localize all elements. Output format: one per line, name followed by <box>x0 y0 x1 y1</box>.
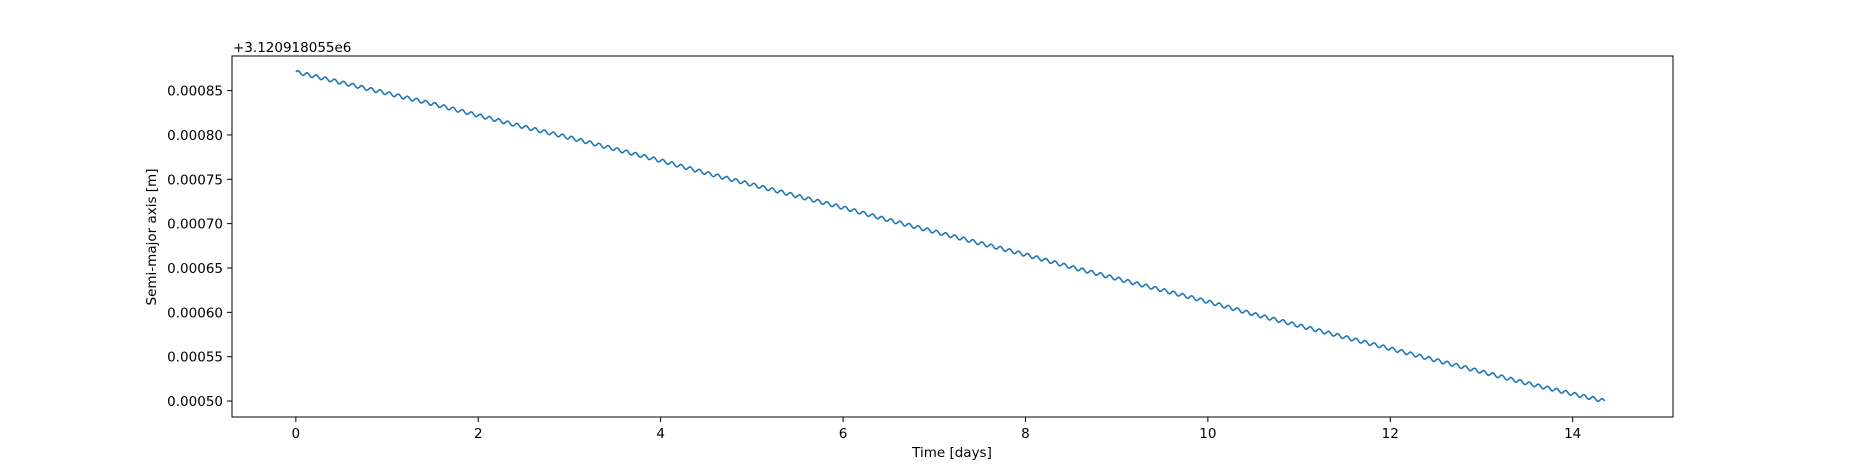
axes-frame <box>231 55 1674 418</box>
y-offset-label: +3.120918055e6 <box>233 40 351 56</box>
y-axis-ticks: 0.00050 0.00055 0.00060 0.00065 0.00070 0.000… <box>167 84 232 410</box>
x-tick-label: 4 <box>656 426 665 442</box>
x-tick-label: 8 <box>1021 426 1030 442</box>
plot-area <box>231 55 1674 418</box>
y-tick-label: 0.00075 <box>167 172 223 188</box>
x-tick-label: 0 <box>292 426 301 442</box>
y-tick-label: 0.00080 <box>167 128 223 144</box>
y-tick-label: 0.00065 <box>167 261 223 277</box>
series-layer <box>295 69 1606 403</box>
x-tick-label: 2 <box>474 426 483 442</box>
y-tick-label: 0.00060 <box>167 305 223 321</box>
y-tick-label: 0.00055 <box>167 350 223 366</box>
series-line <box>295 69 1606 403</box>
y-tick-label: 0.00070 <box>167 217 223 233</box>
x-tick-label: 14 <box>1564 426 1581 442</box>
y-axis-label: Semi-major axis [m] <box>144 169 160 306</box>
x-tick-label: 10 <box>1199 426 1216 442</box>
x-axis-label: Time [days] <box>911 445 992 461</box>
x-tick-label: 12 <box>1382 426 1399 442</box>
y-tick-label: 0.00085 <box>167 84 223 100</box>
x-axis-ticks: 0 2 4 6 8 10 12 14 <box>292 417 1581 442</box>
x-tick-label: 6 <box>839 426 848 442</box>
y-tick-label: 0.00050 <box>167 394 223 410</box>
